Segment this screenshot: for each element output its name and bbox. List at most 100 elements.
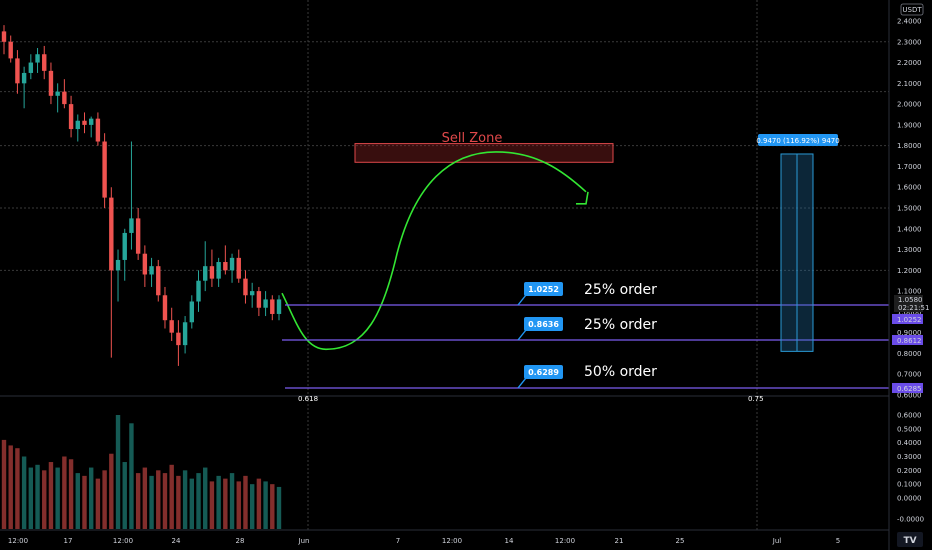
candle-body[interactable] (35, 54, 40, 63)
axis-level-tag (892, 314, 923, 324)
volume-bar (182, 470, 188, 529)
candle-body[interactable] (189, 301, 195, 323)
projection-path[interactable] (281, 151, 589, 351)
price-tick-label: 1.7000 (897, 163, 922, 171)
volume-bar (129, 423, 134, 529)
candle-body[interactable] (223, 262, 228, 271)
volume-bar (1, 439, 7, 529)
sell-zone-label: Sell Zone (442, 131, 503, 146)
candle-body[interactable] (88, 118, 94, 125)
candle-body[interactable] (249, 291, 255, 296)
volume-bar (35, 464, 40, 529)
candle-body[interactable] (109, 197, 114, 271)
price-tick-label: 0.9000 (897, 329, 922, 337)
volume-bar (169, 464, 174, 529)
time-axis[interactable]: 12:00 17 12:00 24 28 Jun 7 12:00 14 12:00 21 25 Jul 5 (0, 529, 889, 545)
volume-bar (162, 473, 168, 529)
volume-bar (48, 462, 54, 529)
candle-body[interactable] (135, 218, 141, 254)
time-tick-label: 21 (615, 537, 624, 545)
volume-bar (115, 415, 121, 529)
candle-body[interactable] (95, 118, 101, 142)
order-callout-value: 1.0252 (528, 285, 559, 294)
order-label: 25% order (584, 317, 657, 333)
volume-tick-label: 0.5000 (897, 425, 922, 433)
time-tick-label: 25 (676, 537, 685, 545)
candlestick-series[interactable] (1, 25, 282, 366)
volume-bar (256, 478, 262, 529)
candle-body[interactable] (82, 120, 87, 125)
candle-body[interactable] (243, 278, 248, 296)
volume-bar (95, 478, 101, 529)
volume-bar (209, 481, 215, 529)
candle-body[interactable] (276, 299, 282, 314)
projection-curve[interactable] (281, 151, 587, 351)
candle-body[interactable] (216, 262, 221, 279)
volume-ticks: 0.6000 0.5000 0.4000 0.3000 0.2000 0.1000 0.00… (897, 412, 924, 524)
time-tick-label: Jun (298, 537, 310, 545)
measure-tool[interactable]: 0.9470 (116.92%) 9470 (756, 134, 840, 352)
order-levels[interactable]: 1.0252 25% order 0.8636 25% order 0.6289 50% … (282, 282, 889, 389)
volume-bar (149, 475, 154, 529)
currency-label: USDT (902, 6, 922, 14)
fib-label-0618: 0.618 (298, 395, 318, 403)
candle-body[interactable] (162, 295, 168, 321)
candle-body[interactable] (196, 280, 201, 302)
order-callout-value: 0.8636 (528, 320, 559, 329)
candle-body[interactable] (55, 91, 60, 96)
volume-bar (42, 470, 47, 529)
volume-bar (55, 467, 60, 529)
price-tick-label: 1.6000 (897, 184, 922, 192)
tradingview-logo[interactable]: TV (897, 532, 923, 547)
volume-bar (88, 467, 94, 529)
candle-body[interactable] (68, 104, 74, 130)
axis-level-tag-value: 0.8612 (897, 337, 922, 345)
candle-body[interactable] (28, 62, 34, 73)
candle-body[interactable] (122, 232, 127, 260)
price-tick-label: 1.4000 (897, 225, 922, 233)
candle-body[interactable] (236, 257, 241, 279)
currency-badge[interactable] (900, 3, 924, 16)
candle-body[interactable] (203, 266, 208, 281)
volume-bar (15, 448, 20, 529)
time-ticks: 12:00 17 12:00 24 28 Jun 7 12:00 14 12:00 21 25 Jul 5 (8, 537, 840, 545)
candle-body[interactable] (149, 266, 154, 275)
candle-body[interactable] (182, 322, 188, 346)
candle-body[interactable] (256, 291, 262, 308)
candle-body[interactable] (21, 72, 27, 84)
candle-body[interactable] (156, 266, 161, 296)
countdown: 02:21:51 (898, 304, 929, 312)
volume-tick-label: 0.3000 (897, 453, 922, 461)
candle-body[interactable] (62, 91, 67, 105)
price-axis[interactable]: USDT 2.4000 2.3000 2.2000 2.1000 2.0000 1.900… (888, 0, 929, 550)
price-tick-label: 2.2000 (897, 59, 922, 67)
candle-body[interactable] (8, 41, 13, 59)
volume-bar (109, 453, 114, 529)
time-tick-label: 28 (236, 537, 245, 545)
current-price-tag (894, 295, 923, 312)
axis-level-tag-value: 0.6285 (897, 385, 922, 393)
candle-body[interactable] (229, 257, 235, 271)
candle-body[interactable] (209, 266, 215, 279)
time-tick-label: 14 (505, 537, 514, 545)
candle-body[interactable] (270, 299, 275, 314)
candle-body[interactable] (176, 332, 181, 346)
candle-body[interactable] (1, 31, 7, 42)
current-price: 1.0580 (898, 296, 923, 304)
volume-bar (21, 456, 27, 529)
candle-body[interactable] (263, 299, 268, 308)
candle-body[interactable] (142, 253, 148, 275)
axis-level-tag-value: 1.0252 (897, 316, 922, 324)
candle-body[interactable] (129, 218, 134, 233)
candle-body[interactable] (75, 120, 80, 130)
candle-body[interactable] (115, 259, 121, 271)
candle-body[interactable] (169, 320, 174, 333)
order-callout-box (524, 317, 563, 331)
candle-body[interactable] (102, 141, 107, 198)
volume-bar (68, 459, 74, 529)
candle-body[interactable] (15, 58, 20, 84)
candle-body[interactable] (48, 70, 54, 96)
candle-body[interactable] (42, 54, 47, 71)
volume-bar (249, 484, 255, 529)
